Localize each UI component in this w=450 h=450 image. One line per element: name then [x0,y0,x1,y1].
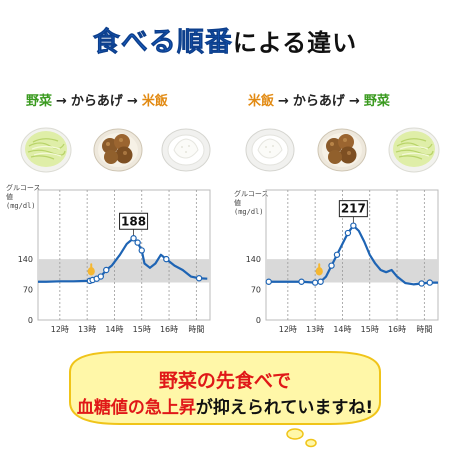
data-point [350,222,357,229]
y-label-line-2: 値 [6,193,13,201]
karaage-plate-icon [317,128,367,172]
meal-start-hand-icon [87,267,95,276]
data-point [103,266,110,274]
data-point [130,235,137,242]
left-order-step-3: 米飯 [141,94,168,109]
y-label-line-2: 値 [234,199,241,207]
rice-bowl-icon [245,128,295,172]
data-point [265,278,272,285]
right-glucose-chart: グルコース 値 (mg/dl) 12時 13時 14時 15時 16時 時間 0 70 140 2… [230,184,445,344]
right-eating-order: 米飯 → からあげ → 野菜 [248,90,390,109]
meal-start-hand-icon [315,267,323,276]
left-glucose-chart: グルコース 値 (mg/dl) 12時 13時 14時 15時 16時 時間 0 70 140 1… [2,184,217,344]
right-order-step-1: 米飯 [248,94,275,109]
x-tick-label: 16時 [388,325,406,334]
arrow-icon: → [56,94,67,109]
arrow-icon: → [126,94,138,109]
right-order-step-2: からあげ [292,94,345,109]
x-tick-label: 15時 [133,325,151,334]
x-tick-label: 13時 [306,325,324,334]
x-tick-label: 時間 [416,325,432,334]
data-point [317,278,324,285]
data-point [138,247,145,254]
message-highlight: 血糖値の急上昇 [76,398,196,418]
peak-value-label: 188 [121,214,146,228]
y-axis-label: グルコース 値 (mg/dl) [234,190,269,217]
arrow-icon: → [278,94,289,109]
data-point [134,239,141,246]
data-point [418,280,425,287]
data-point [328,262,335,269]
x-tick-label: 14時 [105,325,123,334]
x-tick-label: 13時 [78,325,96,334]
plot-frame [37,189,211,321]
x-tick-label: 16時 [160,325,178,334]
y-tick-label: 0 [256,316,261,325]
cabbage-plate-icon [20,127,72,173]
meal-start-hand-icon [90,263,93,269]
y-tick-label: 0 [28,316,33,325]
karaage-plate-icon [93,128,143,172]
page-title: 食べる順番による違い [0,20,450,59]
x-tick-label: 14時 [333,325,351,334]
peak-label-box [119,212,149,230]
target-range-band [266,259,438,283]
left-eating-order: 野菜 → からあげ → 米飯 [26,90,168,109]
peak-label-box [338,200,368,218]
y-label-line-1: グルコース [234,190,269,198]
y-tick-label: 70 [251,286,261,295]
x-tick-label: 15時 [361,325,379,334]
rice-bowl-icon [161,128,211,172]
bubble-dot-2 [305,438,317,448]
x-tick-label: 12時 [51,325,69,334]
data-point [163,255,170,263]
data-point [97,273,104,280]
bubble-dot-1 [286,428,304,440]
title-rest: による違い [232,29,358,57]
cabbage-plate-icon [388,127,440,173]
message-line-1: 野菜の先食べで [158,370,292,392]
plot-frame [265,189,439,321]
title-highlight: 食べる順番 [92,27,233,59]
data-point [426,279,434,286]
left-order-step-2: からあげ [70,94,123,109]
y-axis-label: グルコース 値 (mg/dl) [6,184,41,211]
right-order-step-3: 野菜 [363,94,390,109]
x-tick-label: 12時 [279,325,297,334]
y-label-line-3: (mg/dl) [234,208,264,216]
message-rest: が抑えられていますね! [195,398,374,418]
right-chart-plot: 12時 13時 14時 15時 16時 時間 0 70 140 217 [246,189,439,334]
arrow-icon: → [348,94,360,109]
left-order-step-1: 野菜 [26,94,53,109]
y-label-line-1: グルコース [6,184,41,192]
data-point [344,229,352,237]
left-chart-plot: 12時 13時 14時 15時 16時 時間 0 70 140 188 [18,189,211,334]
data-point [195,275,203,282]
data-point [298,278,305,285]
message-line-2: 血糖値の急上昇が抑えられていますね! [0,393,450,418]
y-tick-label: 140 [18,255,33,264]
peak-value-label: 217 [341,202,366,216]
y-label-line-3: (mg/dl) [6,202,36,210]
y-tick-label: 70 [23,286,33,295]
meal-start-hand-icon [318,263,321,269]
target-range-band [38,259,210,283]
x-tick-label: 時間 [188,325,204,334]
data-point [333,251,341,258]
y-tick-label: 140 [246,255,261,264]
